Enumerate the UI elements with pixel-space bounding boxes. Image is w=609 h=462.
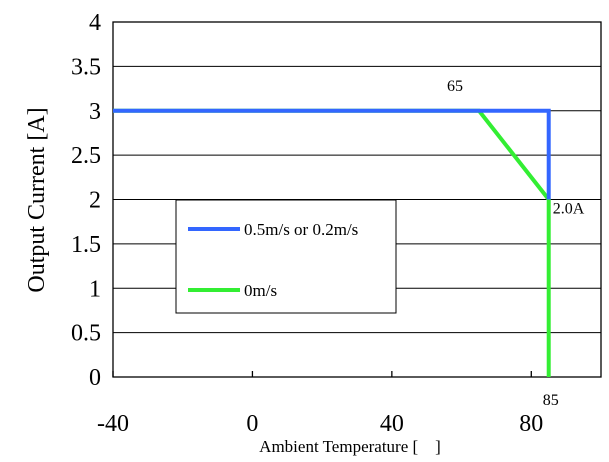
x-axis-ticks <box>112 371 532 377</box>
legend-label-0m/s: 0m/s <box>244 281 277 300</box>
series-line-0.5m/s or 0.2m/s <box>113 108 551 200</box>
x-axis-tick-labels: -40 0 40 80 <box>97 411 543 437</box>
y-tick-label-2: 2 <box>89 188 101 214</box>
x-tick-label-80: 80 <box>519 411 543 437</box>
y-tick-label-2.5: 2.5 <box>71 143 101 169</box>
annotation-65: 65 <box>447 78 463 95</box>
x-tick-label--40: -40 <box>97 411 129 437</box>
legend-box <box>175 199 397 314</box>
y-tick-label-0: 0 <box>89 365 101 391</box>
y-tick-label-3.5: 3.5 <box>71 54 101 80</box>
annotations: 65 2.0A 85 <box>447 78 585 409</box>
legend: 0.5m/s or 0.2m/s 0m/s <box>175 199 397 314</box>
plot-area-frame <box>112 21 602 378</box>
legend-label-0.5m/s-or-0.2m/s: 0.5m/s or 0.2m/s <box>244 220 358 239</box>
y-tick-label-4: 4 <box>89 10 101 36</box>
annotation-85: 85 <box>543 392 559 409</box>
y-tick-label-1: 1 <box>89 276 101 302</box>
y-tick-label-3: 3 <box>89 99 101 125</box>
x-tick-label-40: 40 <box>380 411 404 437</box>
y-axis-label: Output Current [A] <box>24 107 50 292</box>
y-tick-label-0.5: 0.5 <box>71 321 101 347</box>
y-tick-label-1.5: 1.5 <box>71 232 101 258</box>
y-axis-tick-labels: 0 0.5 1 1.5 2 2.5 3 3.5 4 <box>71 10 101 391</box>
series-lines <box>113 108 551 377</box>
annotation-2.0A: 2.0A <box>553 201 585 218</box>
x-axis-label: Ambient Temperature [ ] <box>259 437 441 456</box>
x-tick-label-0: 0 <box>246 411 258 437</box>
